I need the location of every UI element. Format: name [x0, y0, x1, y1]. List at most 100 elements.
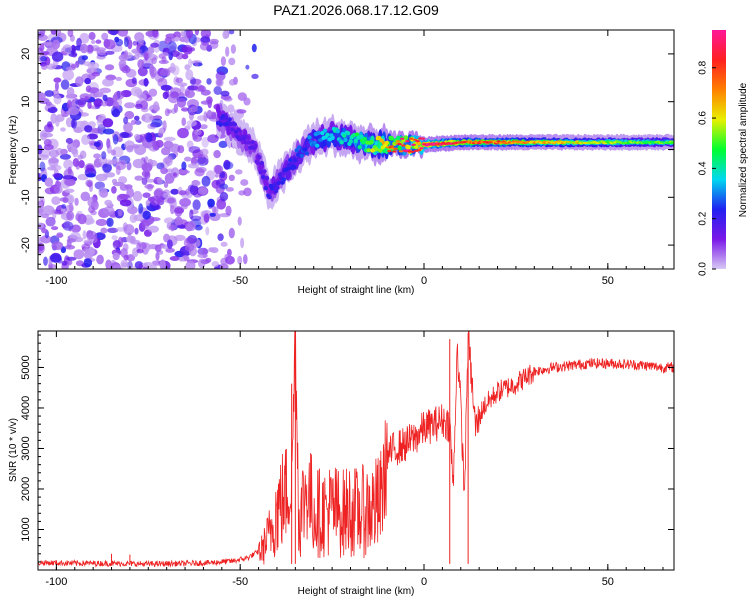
noise-blob: [39, 161, 46, 172]
ridge-cell: [361, 140, 366, 145]
noise-blob: [155, 251, 160, 261]
colorbar-tick-label: 0.4: [698, 161, 709, 175]
colorbar-ticks: 0.0 0.2 0.4 0.6 0.8: [698, 60, 716, 276]
noise-blob: [112, 94, 118, 103]
noise-blob: [245, 64, 250, 70]
noise-blob: [201, 175, 211, 187]
noise-blob: [53, 94, 62, 105]
y-tick-label: 10: [20, 96, 32, 108]
ridge-cell: [272, 182, 277, 187]
noise-blob: [64, 178, 76, 187]
noise-blob: [51, 226, 59, 231]
noise-blob: [65, 117, 73, 128]
noise-blob: [83, 246, 89, 253]
noise-blob: [67, 106, 80, 116]
ridge-cell: [396, 140, 401, 143]
noise-blob: [51, 39, 61, 50]
ridge-cell: [246, 140, 252, 145]
noise-blob: [184, 156, 192, 162]
noise-blob: [149, 66, 157, 78]
noise-blob: [50, 30, 58, 35]
noise-blob: [194, 61, 199, 67]
noise-blob: [51, 241, 64, 251]
noise-blob: [66, 194, 75, 205]
ridge-cell: [387, 149, 392, 153]
noise-blob: [132, 247, 139, 258]
noise-blob: [199, 124, 208, 130]
noise-blob: [167, 41, 177, 53]
noise-blob: [144, 51, 149, 61]
noise-blob: [96, 257, 103, 263]
ridge-cell: [244, 142, 249, 152]
noise-blob: [201, 136, 209, 148]
noise-blob: [138, 263, 143, 269]
noise-blob: [62, 44, 73, 54]
noise-blob: [146, 49, 155, 54]
ridge-cell: [415, 140, 420, 143]
noise-blob: [236, 109, 247, 114]
noise-blob: [75, 76, 84, 87]
noise-blob: [174, 219, 183, 226]
noise-blob: [134, 144, 147, 156]
noise-blob: [225, 46, 230, 57]
noise-blob: [156, 162, 165, 170]
ridge-cell: [264, 176, 270, 181]
noise-blob: [76, 37, 82, 48]
noise-blob: [167, 109, 173, 114]
noise-blob: [65, 137, 73, 144]
ridge-cell: [263, 186, 268, 191]
snr-y-axis-label: SNR (10 * v/v): [8, 418, 19, 482]
noise-blob: [156, 177, 163, 185]
noise-blob: [134, 120, 142, 125]
ridge-cell: [223, 115, 229, 120]
noise-blob: [141, 113, 154, 123]
noise-blob: [200, 148, 209, 156]
ridge-cell: [335, 129, 340, 134]
noise-blob: [187, 220, 196, 231]
noise-blob: [77, 97, 86, 108]
noise-blob: [38, 92, 46, 102]
spectrogram-x-axis-label: Height of straight line (km): [298, 285, 415, 296]
noise-blob: [120, 259, 129, 268]
noise-blob: [110, 260, 117, 266]
noise-blob: [165, 247, 175, 253]
ridge-cell: [420, 137, 425, 140]
noise-blob: [149, 195, 161, 206]
noise-blob: [214, 164, 224, 174]
noise-blob: [130, 119, 137, 126]
noise-blob: [137, 36, 145, 45]
ridge-cell: [353, 138, 358, 144]
noise-blob: [194, 128, 202, 136]
ridge-cell: [405, 140, 410, 143]
noise-blob: [123, 122, 133, 133]
noise-blob: [154, 244, 162, 253]
noise-blob: [207, 134, 219, 144]
y-tick-label: 2000: [20, 477, 32, 501]
ridge-cell: [281, 177, 286, 182]
ridge-cell: [384, 140, 389, 145]
ridge-cell: [253, 143, 258, 148]
ridge-cell: [236, 127, 241, 132]
ridge-cell: [339, 140, 344, 145]
noise-blob: [220, 241, 228, 247]
noise-blob: [132, 40, 138, 46]
noise-blob: [40, 56, 48, 62]
noise-blob: [220, 90, 230, 97]
noise-blob: [150, 42, 159, 48]
ridge-cell: [299, 153, 304, 158]
noise-blob: [91, 72, 101, 77]
noise-blob: [62, 221, 74, 231]
noise-blob: [146, 178, 155, 183]
noise-blob: [167, 239, 173, 249]
ridge-cell: [293, 158, 298, 163]
noise-blob: [228, 174, 235, 181]
noise-blob: [72, 158, 80, 167]
noise-blob: [225, 187, 234, 192]
noise-blob: [172, 172, 177, 177]
noise-blob: [141, 177, 148, 186]
noise-blob: [84, 95, 89, 102]
noise-blob: [149, 217, 161, 222]
noise-blob: [152, 30, 159, 38]
colorbar-label: Normalized spectral amplitude: [738, 82, 749, 217]
